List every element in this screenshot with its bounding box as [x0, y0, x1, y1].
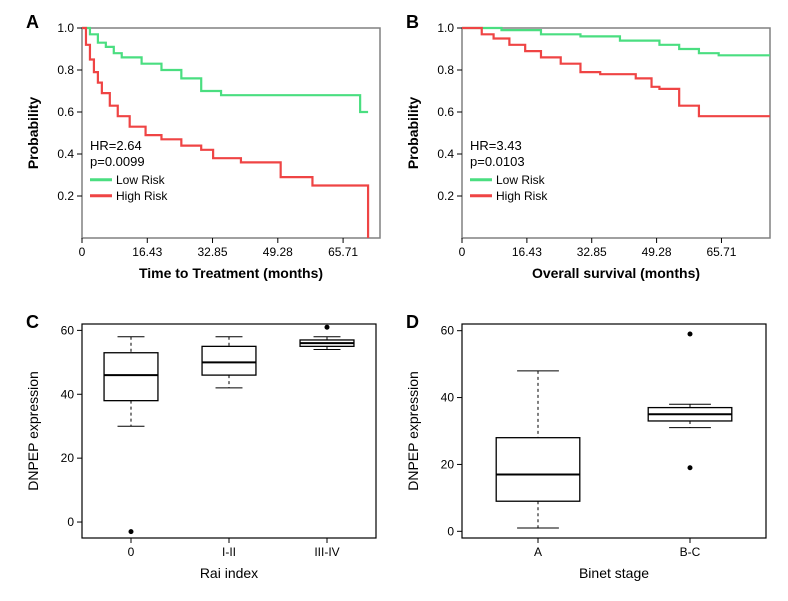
svg-text:65.71: 65.71 [706, 245, 736, 259]
svg-text:40: 40 [441, 391, 455, 405]
panelB-label: B [406, 12, 419, 33]
svg-text:B-C: B-C [680, 545, 701, 559]
svg-text:60: 60 [441, 324, 455, 338]
svg-text:DNPEP expression: DNPEP expression [405, 371, 421, 491]
svg-text:0: 0 [447, 524, 454, 538]
svg-text:A: A [534, 545, 542, 559]
panelD: 0 20 40 60 A B-C Binet stage DNPEP expression D [400, 310, 780, 590]
svg-text:0.8: 0.8 [57, 63, 74, 77]
panelA-label: A [26, 12, 39, 33]
panelB: 0 16.43 32.85 49.28 65.71 0.2 0.4 0.6 0.8 1.0 HR=3… [400, 10, 780, 290]
panelB-chart: 0 16.43 32.85 49.28 65.71 0.2 0.4 0.6 0.8 1.0 HR=3… [400, 10, 780, 290]
panelA-chart: 0 16.43 32.85 49.28 65.71 0.2 0.4 0.6 0.8 1.0 HR=2… [20, 10, 390, 290]
svg-text:p=0.0103: p=0.0103 [470, 154, 525, 169]
svg-text:0.6: 0.6 [437, 105, 454, 119]
svg-text:0.2: 0.2 [437, 189, 454, 203]
svg-text:0: 0 [79, 245, 86, 259]
svg-text:20: 20 [61, 451, 75, 465]
svg-text:49.28: 49.28 [642, 245, 672, 259]
svg-text:0: 0 [67, 515, 74, 529]
svg-text:32.85: 32.85 [577, 245, 607, 259]
panelD-label: D [406, 312, 419, 333]
svg-text:0.4: 0.4 [57, 147, 74, 161]
svg-text:Low Risk: Low Risk [116, 173, 166, 187]
svg-text:1.0: 1.0 [437, 21, 454, 35]
svg-text:20: 20 [441, 457, 455, 471]
panelC: 0 20 40 60 0 I-II III-IV Rai index DNPEP express… [20, 310, 390, 590]
svg-text:p=0.0099: p=0.0099 [90, 154, 145, 169]
panelC-chart: 0 20 40 60 0 I-II III-IV Rai index DNPEP express… [20, 310, 390, 590]
svg-text:32.85: 32.85 [198, 245, 228, 259]
svg-text:16.43: 16.43 [512, 245, 542, 259]
svg-text:0.8: 0.8 [437, 63, 454, 77]
svg-text:III-IV: III-IV [314, 545, 339, 559]
svg-text:Time to Treatment (months): Time to Treatment (months) [139, 265, 323, 281]
panelA: 0 16.43 32.85 49.28 65.71 0.2 0.4 0.6 0.8 1.0 HR=2… [20, 10, 390, 290]
svg-text:High Risk: High Risk [496, 189, 548, 203]
svg-text:0.4: 0.4 [437, 147, 454, 161]
svg-text:I-II: I-II [222, 545, 236, 559]
svg-text:Overall survival (months): Overall survival (months) [532, 265, 700, 281]
svg-text:Probability: Probability [25, 97, 41, 170]
svg-text:0.6: 0.6 [57, 105, 74, 119]
svg-text:16.43: 16.43 [132, 245, 162, 259]
svg-text:HR=2.64: HR=2.64 [90, 138, 142, 153]
svg-text:49.28: 49.28 [263, 245, 293, 259]
svg-text:0: 0 [128, 545, 135, 559]
panelC-label: C [26, 312, 39, 333]
svg-text:1.0: 1.0 [57, 21, 74, 35]
svg-text:60: 60 [61, 323, 75, 337]
svg-text:65.71: 65.71 [328, 245, 358, 259]
svg-text:0: 0 [459, 245, 466, 259]
svg-text:HR=3.43: HR=3.43 [470, 138, 522, 153]
svg-text:Binet stage: Binet stage [579, 565, 649, 581]
panelD-chart: 0 20 40 60 A B-C Binet stage DNPEP expression [400, 310, 780, 590]
svg-text:Probability: Probability [405, 97, 421, 170]
svg-text:0.2: 0.2 [57, 189, 74, 203]
svg-text:High Risk: High Risk [116, 189, 168, 203]
svg-text:DNPEP expression: DNPEP expression [25, 371, 41, 491]
svg-text:Low Risk: Low Risk [496, 173, 546, 187]
svg-text:Rai index: Rai index [200, 565, 258, 581]
svg-text:40: 40 [61, 387, 75, 401]
